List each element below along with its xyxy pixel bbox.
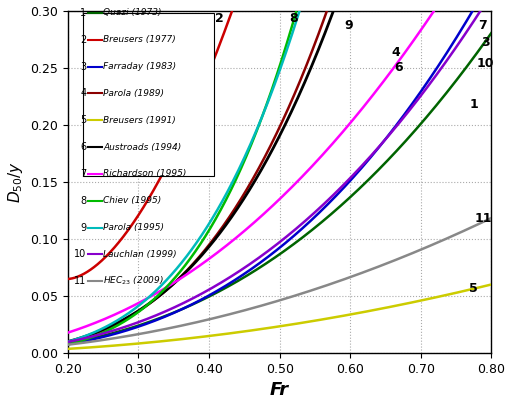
X-axis label: Fr: Fr [270,382,289,399]
Text: 2: 2 [215,12,224,25]
Text: 3: 3 [80,62,86,72]
Text: Farraday (1983): Farraday (1983) [103,62,176,71]
Text: 4: 4 [392,46,401,59]
Text: Richardson (1995): Richardson (1995) [103,169,187,178]
Text: Breusers (1991): Breusers (1991) [103,116,176,125]
Text: 4: 4 [80,88,86,98]
Text: Chiev (1995): Chiev (1995) [103,196,161,205]
Text: 1: 1 [470,98,478,111]
Text: 5: 5 [80,115,86,125]
Text: Parola (1995): Parola (1995) [103,223,164,232]
Text: 11: 11 [74,276,86,286]
Text: 8: 8 [289,12,298,25]
Text: 11: 11 [474,212,492,225]
Text: 9: 9 [344,19,353,32]
Text: 10: 10 [74,249,86,259]
Text: 5: 5 [470,281,478,294]
Text: Parola (1989): Parola (1989) [103,89,164,98]
Text: 1: 1 [80,8,86,18]
FancyBboxPatch shape [83,13,214,176]
Text: Quazi (1973): Quazi (1973) [103,9,161,17]
Text: 3: 3 [481,36,490,49]
Text: 6: 6 [394,61,403,74]
Text: 2: 2 [80,35,86,45]
Text: 7: 7 [80,169,86,179]
Text: 7: 7 [479,19,487,32]
Text: Austroads (1994): Austroads (1994) [103,143,181,151]
Text: 6: 6 [80,142,86,152]
Text: Breusers (1977): Breusers (1977) [103,35,176,44]
Text: 9: 9 [80,222,86,232]
Text: 10: 10 [477,57,495,70]
Text: 8: 8 [80,196,86,206]
Y-axis label: $D_{50}/y$: $D_{50}/y$ [6,161,25,203]
Text: HEC$_{23}$ (2009): HEC$_{23}$ (2009) [103,275,164,288]
Text: Lauchlan (1999): Lauchlan (1999) [103,250,177,259]
